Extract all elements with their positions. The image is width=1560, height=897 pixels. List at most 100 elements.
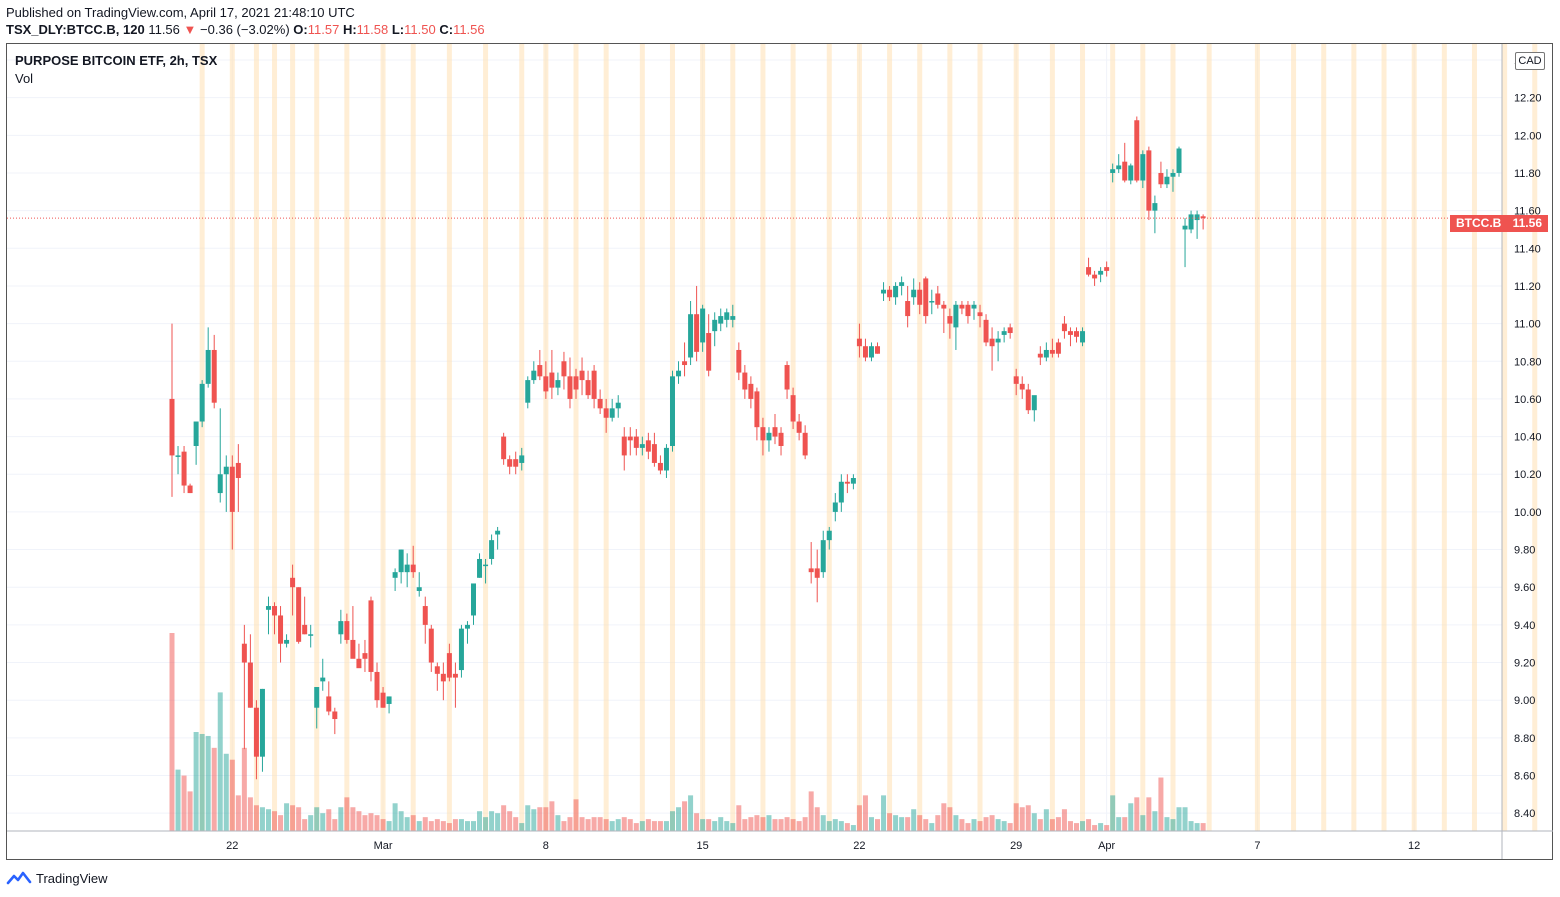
candle-body [495, 530, 501, 535]
candle-body [1182, 225, 1188, 230]
session-break-band [199, 44, 205, 831]
candle-body [1061, 323, 1067, 332]
candle-body [1067, 331, 1073, 335]
volume-bar [410, 815, 416, 831]
high-label: H: [342, 22, 357, 37]
candle-body [549, 372, 555, 388]
volume-bar [428, 821, 434, 831]
candle-body [905, 301, 911, 317]
session-break-band [603, 44, 609, 831]
candle-body [428, 628, 434, 663]
volume-bar [284, 803, 290, 831]
candle-body [1116, 165, 1122, 170]
y-tick-label: 11.40 [1514, 243, 1541, 255]
volume-bar [1110, 795, 1116, 831]
candle-body [416, 587, 422, 591]
low-value: 11.50 [404, 22, 436, 37]
session-break-band [856, 44, 862, 831]
volume-bar [742, 819, 748, 831]
candle-body [899, 282, 905, 286]
candle-body [452, 673, 458, 678]
session-break-band [1321, 44, 1327, 831]
candle-body [332, 711, 338, 720]
y-tick-label: 10.80 [1514, 356, 1542, 368]
volume-bar [452, 819, 458, 831]
candle-body [404, 564, 410, 573]
session-break-band [410, 44, 416, 831]
y-tick-label: 10.00 [1514, 507, 1542, 519]
y-tick-label: 9.60 [1514, 582, 1535, 594]
candle-body [211, 349, 217, 403]
volume-bar [296, 807, 302, 831]
volume-bar [1092, 825, 1098, 831]
candle-body [1158, 172, 1164, 185]
candle-body [772, 427, 778, 437]
candle-body [326, 696, 332, 712]
y-tick-label: 8.80 [1514, 733, 1535, 745]
candle-body [1152, 203, 1158, 211]
currency-badge[interactable]: CAD [1515, 52, 1545, 70]
candle-body [669, 376, 675, 446]
volume-bar [1019, 807, 1025, 831]
candle-body [1031, 395, 1037, 411]
candle-body [959, 304, 965, 309]
candle-body [1037, 353, 1043, 358]
low-label: L: [391, 22, 405, 37]
volume-bar [374, 815, 380, 831]
volume-bar [724, 821, 730, 831]
volume-bar [253, 805, 259, 831]
candle-body [790, 395, 796, 422]
volume-bar [338, 807, 344, 831]
y-tick-label: 11.80 [1514, 168, 1541, 180]
price-change: −0.36 (−3.02%) [200, 22, 290, 37]
footer-branding[interactable]: TradingView [6, 870, 108, 886]
volume-bar [1188, 821, 1194, 831]
candle-body [651, 444, 657, 463]
session-break-band [1110, 44, 1116, 831]
chart-frame[interactable] [6, 43, 1553, 860]
candle-body [434, 666, 440, 674]
candle-body [742, 372, 748, 390]
volume-bar [386, 821, 392, 831]
volume-bar [844, 823, 850, 831]
volume-bar [555, 815, 561, 831]
candle-body [302, 624, 308, 635]
candle-body [374, 671, 380, 701]
candle-body [272, 606, 278, 616]
candle-body [736, 349, 742, 373]
y-tick-label: 11.20 [1514, 281, 1541, 293]
volume-bar [217, 692, 223, 831]
candle-body [808, 568, 814, 573]
volume-bar [772, 819, 778, 831]
session-break-band [253, 44, 259, 831]
volume-bar [241, 747, 247, 831]
candle-body [850, 478, 856, 484]
volume-bar [1086, 819, 1092, 831]
volume-bar [1098, 823, 1104, 831]
candle-body [935, 293, 941, 305]
volume-bar [1001, 821, 1007, 831]
session-break-band [1140, 44, 1146, 831]
volume-bar [1049, 819, 1055, 831]
candle-body [989, 338, 995, 347]
volume-bar [501, 805, 507, 831]
candle-body [181, 451, 187, 486]
session-break-band [573, 44, 579, 831]
y-tick-label: 10.60 [1514, 394, 1542, 406]
candle-body [513, 459, 519, 467]
x-tick-label: 22 [226, 840, 238, 852]
volume-bar [392, 803, 398, 831]
session-break-band [730, 44, 736, 831]
candle-body [278, 615, 284, 644]
candle-body [169, 398, 175, 456]
candle-body [887, 289, 893, 298]
volume-bar [513, 817, 519, 831]
volume-bar [899, 817, 905, 831]
x-tick-label: 8 [543, 840, 549, 852]
candle-body [682, 361, 688, 366]
volume-bar [1061, 809, 1067, 831]
volume-bar [1074, 823, 1079, 831]
candle-body [284, 639, 290, 644]
candle-body [645, 440, 651, 452]
